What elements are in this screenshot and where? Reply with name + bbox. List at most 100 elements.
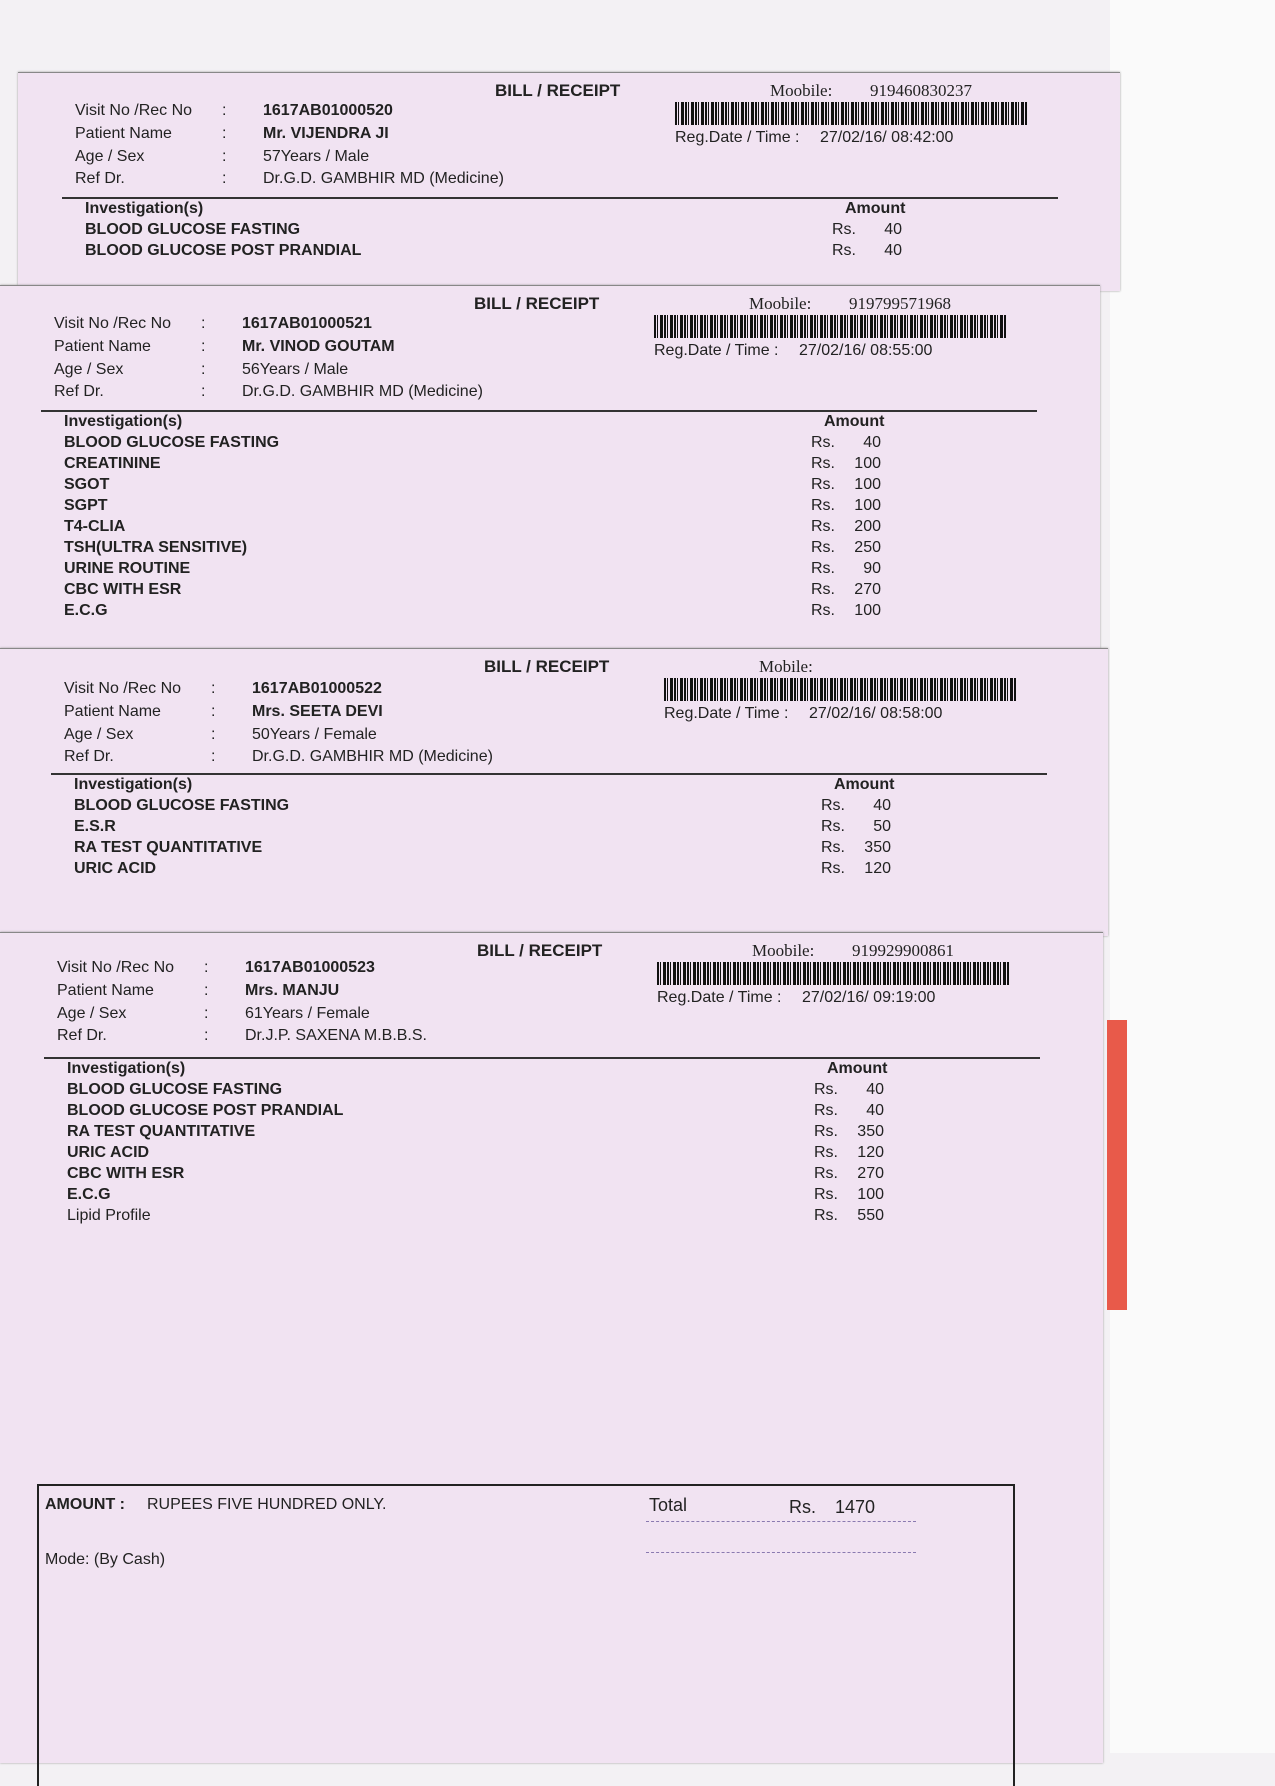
visit-no-value: 1617AB01000521 [242,315,372,332]
currency-label: Rs. [814,1186,838,1203]
visit-no-label: Visit No /Rec No [75,102,193,119]
investigation-name: URIC ACID [67,1144,150,1161]
receipt-title: BILL / RECEIPT [477,941,603,960]
investigation-amount: 270 [854,581,881,598]
age-sex-value: 57Years / Male [263,148,370,165]
mobile-label: Mobile: [759,657,813,676]
currency-label: Rs. [814,1144,838,1161]
reg-date-value: 27/02/16/ 08:42:00 [820,129,954,146]
colon: : [204,959,209,976]
visit-no-value: 1617AB01000522 [252,680,382,697]
ref-doctor-value: Dr.G.D. GAMBHIR MD (Medicine) [263,170,504,187]
mobile-number: 919929900861 [852,941,954,960]
investigation-name: TSH(ULTRA SENSITIVE) [64,539,248,556]
mobile-number: 919460830237 [870,81,972,100]
currency-label: Rs. [832,221,856,238]
investigation-amount: 50 [873,818,891,835]
investigation-amount: 40 [863,434,881,451]
investigation-name: CBC WITH ESR [67,1165,185,1182]
colon: : [222,102,227,119]
receipt-title: BILL / RECEIPT [495,81,621,100]
investigations-header: Investigation(s) [67,1060,186,1077]
receipt-title: BILL / RECEIPT [474,294,600,313]
colon: : [222,148,227,165]
ref-doctor-value: Dr.J.P. SAXENA M.B.B.S. [245,1027,427,1044]
investigation-name: RA TEST QUANTITATIVE [74,839,263,856]
total-currency: Rs. [789,1497,816,1517]
mobile-number: 919799571968 [849,294,951,313]
patient-name-label: Patient Name [57,982,154,999]
mobile-label: Moobile: [752,941,815,960]
currency-label: Rs. [814,1081,838,1098]
colon: : [204,1005,209,1022]
header-divider [62,197,1058,199]
currency-label: Rs. [814,1165,838,1182]
colon: : [201,383,206,400]
signature-line [646,1552,916,1553]
header-divider [51,773,1047,775]
receipt-3: BILL / RECEIPT Mobile: Reg.Date / Time : 27… [0,648,1108,936]
colon: : [211,726,216,743]
ref-doctor-label: Ref Dr. [64,748,114,765]
investigations-header: Investigation(s) [85,200,204,217]
investigations-header: Investigation(s) [64,413,183,430]
header-divider [41,410,1037,412]
investigation-name: CBC WITH ESR [64,581,182,598]
investigation-name: BLOOD GLUCOSE FASTING [74,797,290,814]
ref-doctor-value: Dr.G.D. GAMBHIR MD (Medicine) [242,383,483,400]
total-value: 1470 [835,1497,876,1517]
investigation-name: BLOOD GLUCOSE POST PRANDIAL [67,1102,344,1119]
ref-doctor-label: Ref Dr. [57,1027,107,1044]
investigations-header: Investigation(s) [74,776,193,793]
patient-name-value: Mr. VIJENDRA JI [263,125,389,142]
barcode [657,962,1010,985]
investigation-name: BLOOD GLUCOSE FASTING [64,434,280,451]
age-sex-value: 56Years / Male [242,361,349,378]
investigation-amount: 200 [854,518,881,535]
barcode [675,102,1028,125]
currency-label: Rs. [811,602,835,619]
receipt-title: BILL / RECEIPT [484,657,610,676]
ref-doctor-value: Dr.G.D. GAMBHIR MD (Medicine) [252,748,493,765]
amount-header: Amount [845,200,906,217]
receipt-2: BILL / RECEIPT Moobile: 919799571968 Reg.Da… [0,285,1100,661]
total-label: Total [649,1495,688,1515]
investigation-name: E.C.G [64,602,108,619]
currency-label: Rs. [811,455,835,472]
age-sex-value: 61Years / Female [245,1005,370,1022]
visit-no-label: Visit No /Rec No [57,959,175,976]
investigation-amount: 90 [863,560,881,577]
currency-label: Rs. [814,1123,838,1140]
currency-label: Rs. [811,518,835,535]
colon: : [222,125,227,142]
mobile-label: Moobile: [749,294,812,313]
colon: : [211,680,216,697]
currency-label: Rs. [811,560,835,577]
age-sex-label: Age / Sex [54,361,124,378]
patient-name-value: Mrs. SEETA DEVI [252,703,383,720]
investigation-name: BLOOD GLUCOSE POST PRANDIAL [85,242,362,259]
investigation-amount: 250 [854,539,881,556]
amount-header: Amount [834,776,895,793]
header-divider [44,1057,1040,1059]
colon: : [204,982,209,999]
amount-label: AMOUNT : [45,1496,125,1513]
patient-name-value: Mr. VINOD GOUTAM [242,338,395,355]
ref-doctor-label: Ref Dr. [75,170,125,187]
investigation-name: BLOOD GLUCOSE FASTING [85,221,301,238]
colon: : [201,338,206,355]
currency-label: Rs. [811,434,835,451]
currency-label: Rs. [811,581,835,598]
age-sex-label: Age / Sex [75,148,145,165]
amount-header: Amount [827,1060,888,1077]
investigation-name: E.C.G [67,1186,111,1203]
background-page-edge [1110,0,1275,1753]
reg-date-label: Reg.Date / Time : [664,705,789,722]
investigation-name: RA TEST QUANTITATIVE [67,1123,256,1140]
barcode [664,678,1017,701]
investigation-amount: 100 [857,1186,884,1203]
investigation-name: Lipid Profile [67,1207,151,1224]
visit-no-label: Visit No /Rec No [64,680,182,697]
reg-date-value: 27/02/16/ 09:19:00 [802,989,936,1006]
visit-no-value: 1617AB01000523 [245,959,375,976]
